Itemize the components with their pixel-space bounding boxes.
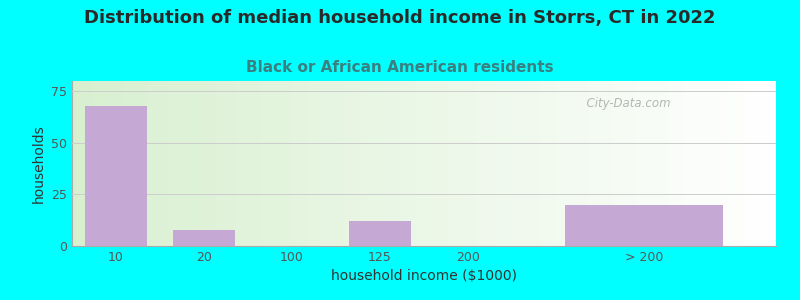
Text: City-Data.com: City-Data.com xyxy=(579,98,670,110)
Bar xyxy=(86,106,147,246)
X-axis label: household income ($1000): household income ($1000) xyxy=(331,269,517,284)
Text: Distribution of median household income in Storrs, CT in 2022: Distribution of median household income … xyxy=(84,9,716,27)
Y-axis label: households: households xyxy=(31,124,46,203)
Bar xyxy=(349,221,411,246)
Bar xyxy=(565,205,723,246)
Text: Black or African American residents: Black or African American residents xyxy=(246,60,554,75)
Bar xyxy=(173,230,235,246)
